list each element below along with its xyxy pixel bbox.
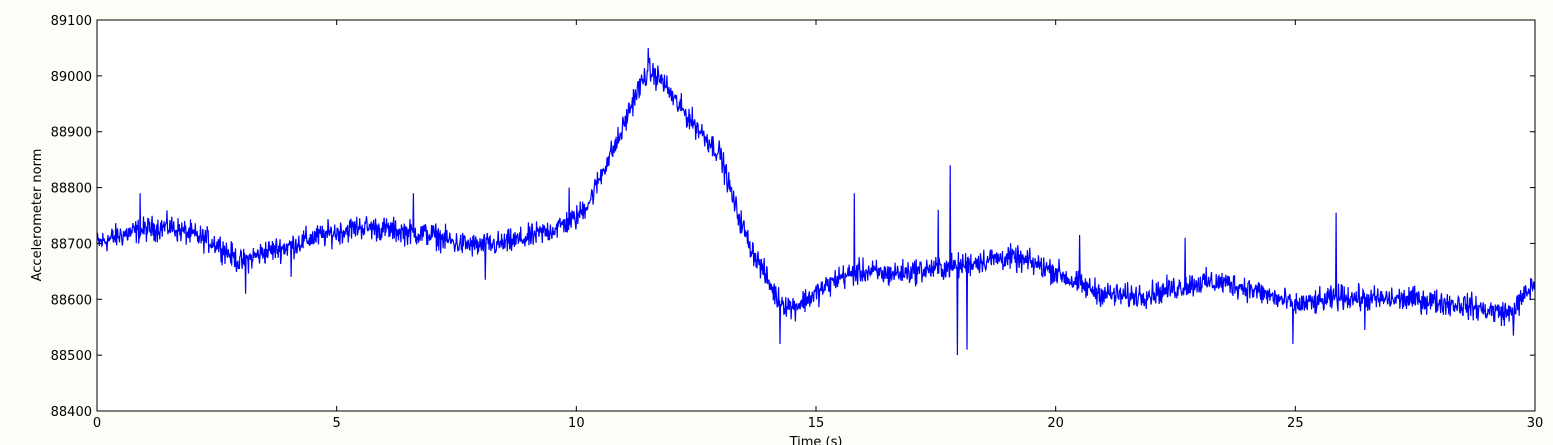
x-tick-label: 10	[568, 416, 585, 431]
y-tick-label: 88500	[51, 349, 92, 364]
x-axis-label: Time (s)	[789, 435, 843, 445]
x-tick-label: 30	[1527, 416, 1544, 431]
y-tick-label: 88400	[51, 405, 92, 420]
y-tick-label: 89100	[51, 14, 92, 29]
y-ticks: 88400 88500 88600 88700 88800 88900 89000 89100	[51, 14, 1535, 420]
y-tick-label: 88600	[51, 293, 92, 308]
x-tick-label: 0	[93, 416, 101, 431]
x-tick-label: 20	[1047, 416, 1064, 431]
series-line-layer	[96, 47, 1536, 356]
series-line	[96, 47, 1536, 356]
y-tick-label: 88900	[51, 126, 92, 141]
x-tick-label: 5	[333, 416, 341, 431]
x-tick-label: 25	[1287, 416, 1304, 431]
x-tick-label: 15	[808, 416, 825, 431]
y-tick-label: 88800	[51, 182, 92, 197]
y-tick-label: 89000	[51, 70, 92, 85]
x-ticks: 0 5 10 15 20 25 30	[93, 20, 1543, 431]
plot-area	[97, 20, 1535, 411]
y-axis-label: Accelerometer norm	[30, 149, 45, 282]
y-tick-label: 88700	[51, 237, 92, 252]
